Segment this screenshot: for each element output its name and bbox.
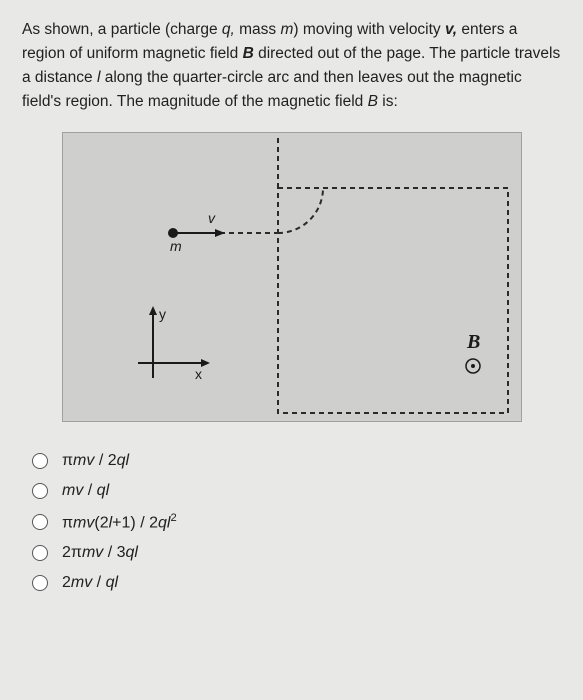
q-part: mass bbox=[235, 21, 281, 38]
option-label: πmv / 2ql bbox=[62, 452, 129, 470]
radio-icon[interactable] bbox=[32, 545, 48, 561]
q-part: As shown, a particle (charge bbox=[22, 21, 222, 38]
velocity-arrowhead bbox=[215, 229, 225, 237]
x-label: x bbox=[195, 366, 202, 382]
option-label: 2mv / ql bbox=[62, 574, 118, 592]
answer-options: πmv / 2ql mv / ql πmv(2l+1) / 2ql2 2πmv … bbox=[22, 452, 561, 592]
radio-icon[interactable] bbox=[32, 514, 48, 530]
out-of-page-dot bbox=[471, 364, 475, 368]
m-label: m bbox=[170, 238, 182, 254]
option-label: mv / ql bbox=[62, 482, 109, 500]
radio-icon[interactable] bbox=[32, 483, 48, 499]
radio-icon[interactable] bbox=[32, 453, 48, 469]
var-q: q, bbox=[222, 21, 235, 38]
var-B: B bbox=[243, 45, 254, 62]
quarter-arc bbox=[278, 188, 323, 233]
field-region bbox=[278, 188, 508, 413]
option-label: 2πmv / 3ql bbox=[62, 544, 138, 562]
var-v: v, bbox=[445, 21, 457, 38]
v-label: v bbox=[208, 210, 216, 226]
y-axis-arrowhead bbox=[149, 306, 157, 315]
option-1[interactable]: πmv / 2ql bbox=[32, 452, 561, 470]
diagram-svg: m v x y B bbox=[63, 133, 523, 423]
option-4[interactable]: 2πmv / 3ql bbox=[32, 544, 561, 562]
option-3[interactable]: πmv(2l+1) / 2ql2 bbox=[32, 512, 561, 532]
question-text: As shown, a particle (charge q, mass m) … bbox=[22, 18, 561, 114]
y-label: y bbox=[159, 306, 166, 322]
option-5[interactable]: 2mv / ql bbox=[32, 574, 561, 592]
var-Bis: B bbox=[368, 93, 378, 110]
option-label: πmv(2l+1) / 2ql2 bbox=[62, 512, 177, 532]
var-m: m bbox=[280, 21, 293, 38]
physics-diagram: m v x y B bbox=[62, 132, 522, 422]
q-part: is: bbox=[378, 93, 398, 110]
B-label: B bbox=[466, 331, 480, 353]
radio-icon[interactable] bbox=[32, 575, 48, 591]
x-axis-arrowhead bbox=[201, 359, 210, 367]
option-2[interactable]: mv / ql bbox=[32, 482, 561, 500]
q-part: ) moving with velocity bbox=[293, 21, 445, 38]
